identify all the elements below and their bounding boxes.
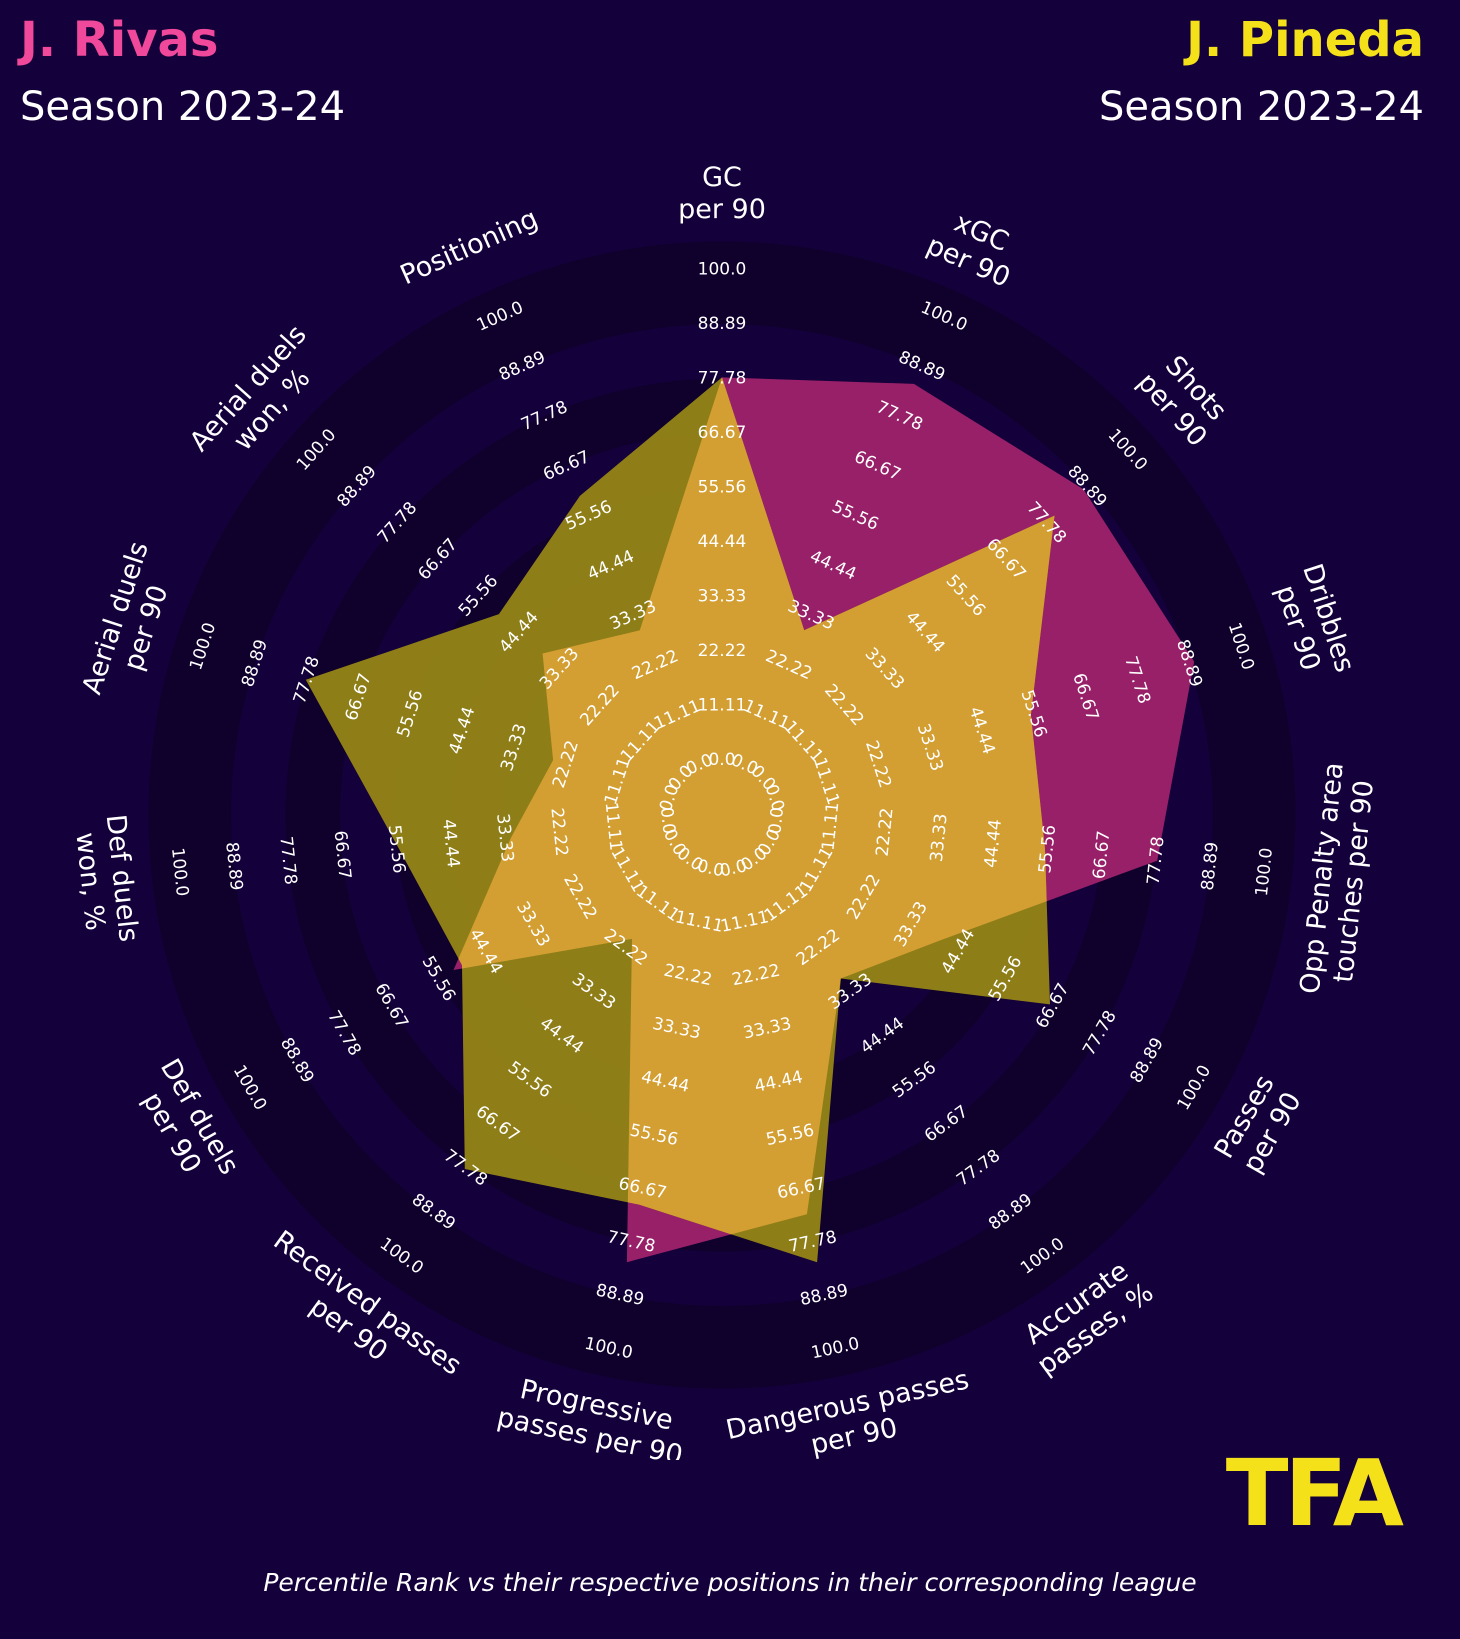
tick-label: 33.33 [698,587,747,607]
tick-label: 44.44 [698,532,747,552]
axis-label-line: per 90 [678,194,766,225]
tfa-logo: TFA [1225,1440,1404,1547]
player1-name: J. Rivas [20,12,219,68]
radar-chart: 0.0 11.11 22.22 33.33 44.44 55.56 66.67 77.78 88… [69,162,1380,1460]
tick-label: 66.67 [698,423,747,443]
radar-series [305,377,1195,1263]
tick-label: 22.22 [698,641,747,661]
tick-label: 88.89 [698,314,747,334]
player1-season: Season 2023-24 [20,84,346,130]
player2-name: J. Pineda [1186,12,1424,68]
tick-label: 0.0 [708,750,735,770]
tick-label: 55.56 [698,478,747,498]
tick-label: 77.78 [698,369,747,389]
footnote: Percentile Rank vs their respective posi… [263,1568,1197,1597]
tick-label: 0.0 [765,806,788,835]
axis-label-line: GC [702,162,742,193]
tick-label: 0.0 [656,806,679,835]
axis-label: Positioning [396,203,543,291]
tick-label: 100.0 [698,260,747,280]
player2-season: Season 2023-24 [1098,84,1424,130]
axis-label-line: Positioning [396,203,543,291]
tick-label: 11.11 [698,696,747,716]
